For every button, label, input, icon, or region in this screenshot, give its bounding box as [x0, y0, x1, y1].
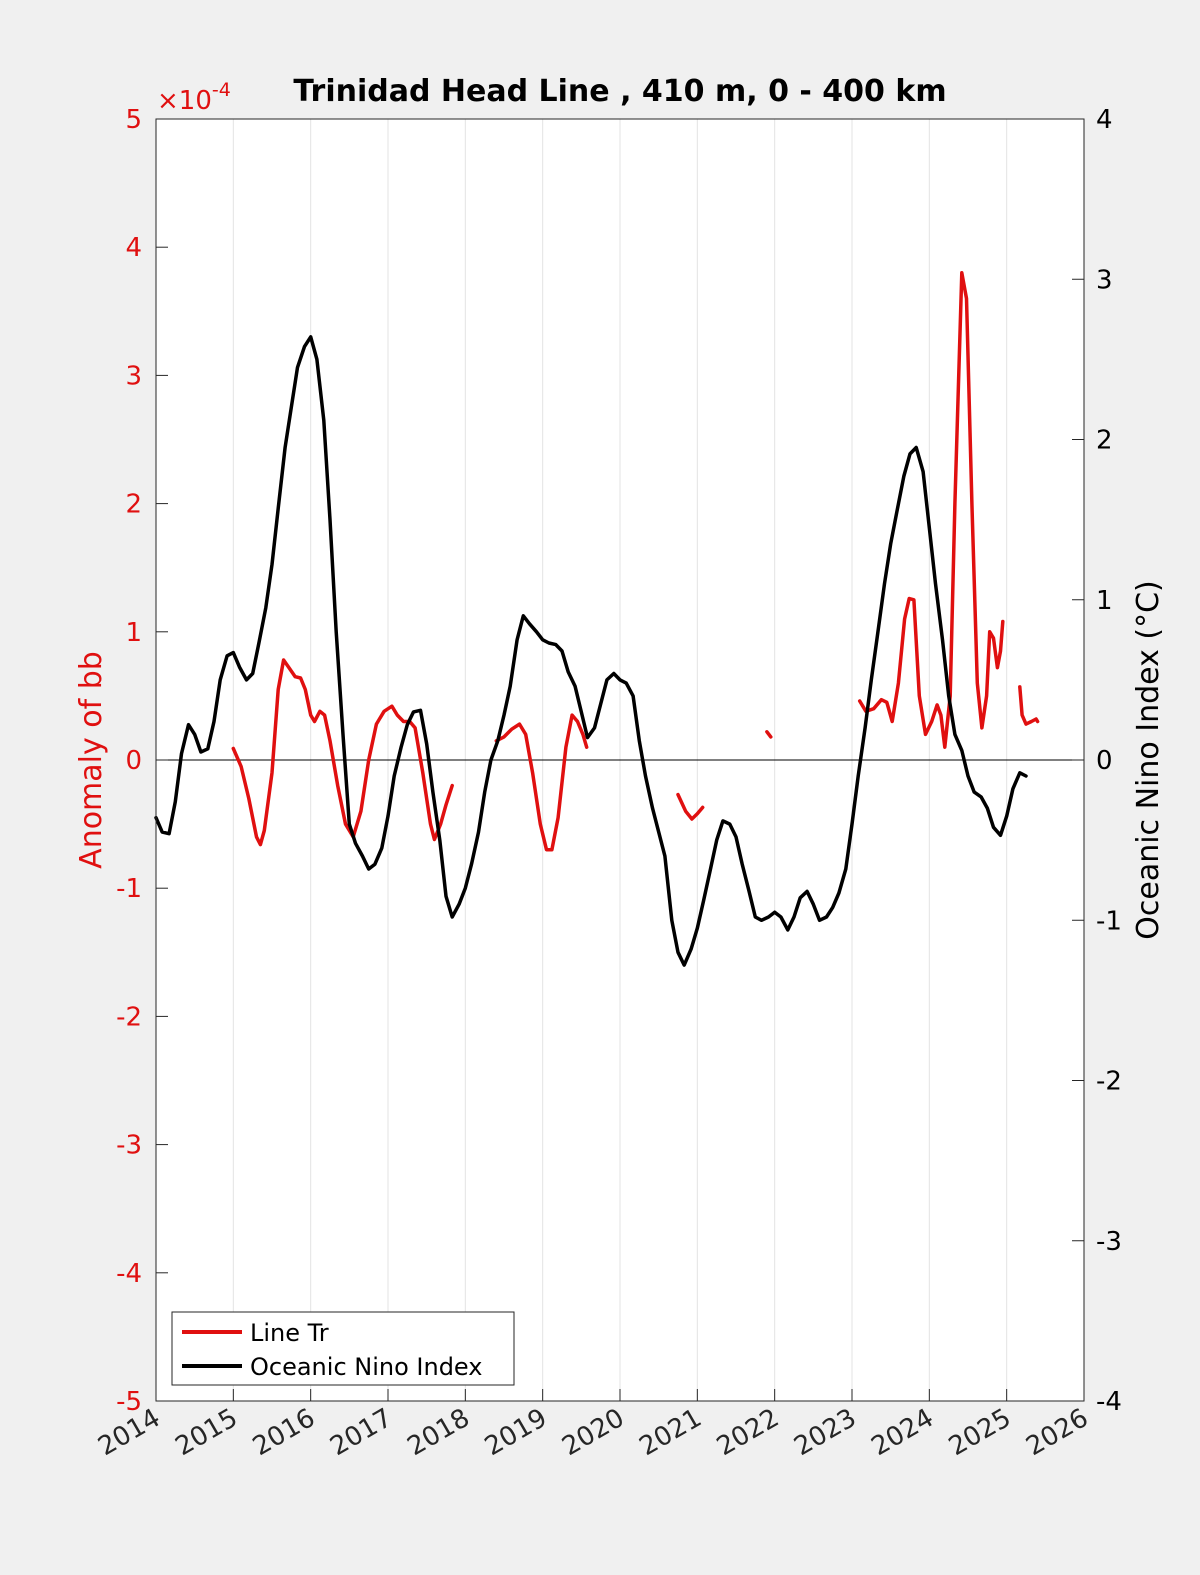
right-tick-label: 1	[1096, 586, 1113, 616]
left-tick-label: -4	[116, 1259, 142, 1289]
right-tick-label: 4	[1096, 105, 1113, 135]
x-tick-label: 2025	[944, 1403, 1016, 1462]
x-tick-label: 2022	[712, 1403, 784, 1462]
right-tick-label: -4	[1096, 1387, 1122, 1417]
left-axis-exponent: ×10-4	[157, 79, 231, 116]
legend-label-line-tr: Line Tr	[250, 1319, 329, 1347]
left-tick-label: 5	[125, 105, 142, 135]
right-tick-label: -1	[1096, 906, 1122, 936]
line-tr-series-segment-0	[231, 658, 454, 847]
x-tick-label: 2020	[557, 1403, 629, 1462]
x-tick-label: 2017	[325, 1403, 397, 1462]
right-tick-label: -3	[1096, 1227, 1122, 1257]
line-tr-series-segment-2	[676, 792, 705, 821]
line-tr-series-segment-1	[494, 713, 589, 852]
left-tick-label: -1	[116, 874, 142, 904]
left-tick-label: -2	[116, 1002, 142, 1032]
oni-series-segment-0	[154, 335, 1028, 967]
right-tick-label: 3	[1096, 265, 1113, 295]
exponent-base: ×10	[157, 86, 212, 116]
line-tr-series-segment-3	[765, 730, 773, 739]
x-tick-label: 2016	[248, 1403, 320, 1462]
x-tick-label: 2021	[635, 1403, 707, 1462]
left-tick-label: 0	[125, 746, 142, 776]
legend: Line Tr Oceanic Nino Index	[171, 1311, 515, 1386]
legend-box	[171, 1311, 515, 1386]
x-tick-label: 2019	[480, 1403, 552, 1462]
right-tick-label: 2	[1096, 426, 1113, 456]
x-tick-label: 2023	[789, 1403, 861, 1462]
left-tick-label: 3	[125, 361, 142, 391]
left-tick-label: 1	[125, 618, 142, 648]
left-tick-label: 2	[125, 490, 142, 520]
right-tick-label: -2	[1096, 1067, 1122, 1097]
x-tick-label: 2024	[867, 1403, 939, 1462]
series-layer	[154, 271, 1040, 967]
left-tick-label: -3	[116, 1131, 142, 1161]
left-tick-label: 4	[125, 233, 142, 263]
left-axis-label: Anomaly of bb	[74, 651, 109, 869]
legend-label-oni: Oceanic Nino Index	[250, 1353, 482, 1381]
right-axis-ticks: -4 -3 -2 -1 0 1 2 3 4	[1072, 105, 1122, 1417]
x-tick-label: 2018	[403, 1403, 475, 1462]
line-tr-series-segment-5	[1018, 685, 1040, 726]
left-tick-label: -5	[116, 1387, 142, 1417]
right-tick-label: 0	[1096, 746, 1113, 776]
x-tick-label: 2015	[171, 1403, 243, 1462]
chart-title: Trinidad Head Line , 410 m, 0 - 400 km	[293, 74, 946, 109]
exponent-power: -4	[212, 79, 231, 101]
line-tr-series-segment-4	[857, 271, 1005, 749]
right-axis-label: Oceanic Nino Index (°C)	[1131, 580, 1166, 940]
left-axis-ticks: -5 -4 -3 -2 -1 0 1 2 3 4 5	[116, 105, 168, 1417]
x-tick-label: 2026	[1021, 1403, 1093, 1462]
